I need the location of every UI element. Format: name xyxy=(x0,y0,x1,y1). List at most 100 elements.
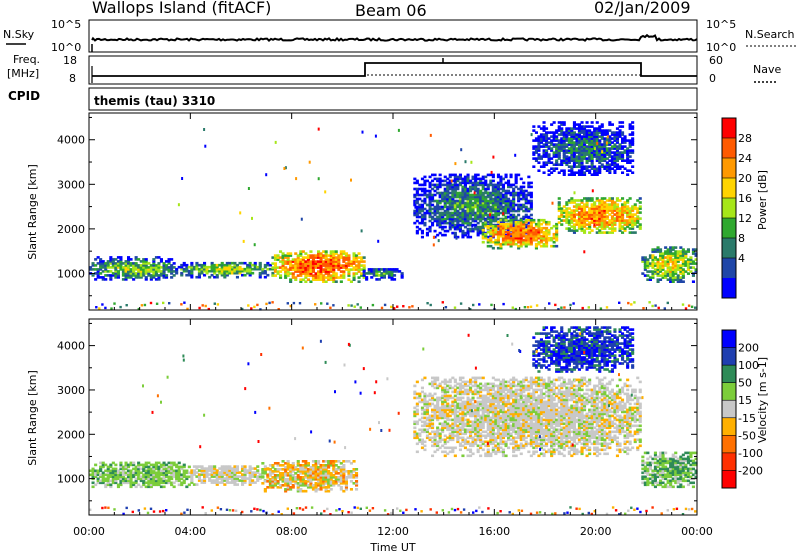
data-cell xyxy=(560,129,564,132)
data-cell xyxy=(456,187,460,191)
data-cell xyxy=(433,406,437,410)
data-cell xyxy=(614,509,618,512)
data-cell xyxy=(545,240,549,244)
data-cell xyxy=(570,143,574,146)
data-cell xyxy=(306,470,310,473)
data-cell xyxy=(241,510,244,514)
data-cell xyxy=(139,485,143,489)
data-cell xyxy=(304,266,308,269)
data-cell xyxy=(350,178,352,182)
data-cell xyxy=(610,133,614,136)
data-cell xyxy=(190,471,194,474)
data-cell xyxy=(560,131,564,134)
data-cell xyxy=(593,213,597,216)
data-cell xyxy=(182,469,186,473)
data-cell xyxy=(223,483,227,486)
data-cell xyxy=(438,231,442,235)
data-cell xyxy=(593,155,597,158)
data-cell xyxy=(327,460,331,463)
data-cell xyxy=(613,137,617,140)
data-cell xyxy=(463,187,467,191)
data-cell xyxy=(162,270,166,273)
data-cell xyxy=(436,414,440,418)
data-cell xyxy=(436,444,440,448)
data-cell xyxy=(218,473,222,476)
data-cell xyxy=(127,272,131,275)
data-cell xyxy=(499,195,503,199)
nsky-label: N.Sky xyxy=(3,28,35,41)
data-cell xyxy=(94,469,98,473)
data-cell xyxy=(583,147,587,150)
data-cell xyxy=(517,207,521,211)
data-cell xyxy=(471,175,475,179)
data-cell xyxy=(238,261,242,265)
data-cell xyxy=(149,469,153,473)
data-cell xyxy=(509,199,513,203)
data-cell xyxy=(562,153,566,156)
data-cell xyxy=(453,225,457,229)
data-cell xyxy=(463,179,467,183)
data-cell xyxy=(433,189,437,193)
data-cell xyxy=(337,472,341,475)
data-cell xyxy=(590,165,594,168)
data-cell xyxy=(334,256,338,259)
data-cell xyxy=(284,166,287,170)
data-cell xyxy=(461,215,465,219)
data-cell xyxy=(289,482,293,485)
data-cell xyxy=(334,280,338,283)
data-cell xyxy=(565,217,569,220)
data-cell xyxy=(286,480,290,483)
data-cell xyxy=(228,469,232,472)
data-cell xyxy=(623,219,627,222)
data-cell xyxy=(626,221,630,224)
data-cell xyxy=(291,260,295,263)
data-cell xyxy=(603,143,607,146)
data-cell xyxy=(458,191,462,195)
data-cell xyxy=(593,209,597,212)
data-cell xyxy=(580,129,584,132)
data-cell xyxy=(352,260,356,263)
data-cell xyxy=(595,199,599,202)
data-cell xyxy=(157,477,161,481)
data-cell xyxy=(332,482,336,485)
data-cell xyxy=(241,261,245,265)
data-cell xyxy=(322,464,326,467)
data-cell xyxy=(610,159,614,162)
data-cell xyxy=(311,468,315,471)
data-cell xyxy=(101,264,105,267)
data-cell xyxy=(324,468,328,471)
data-cell xyxy=(504,191,508,195)
data-cell xyxy=(456,185,460,189)
data-cell xyxy=(461,179,465,183)
data-cell xyxy=(109,260,113,263)
data-cell xyxy=(353,305,356,308)
data-cell xyxy=(570,141,574,144)
data-cell xyxy=(577,123,581,126)
data-cell xyxy=(466,215,470,219)
data-cell xyxy=(669,280,673,283)
data-cell xyxy=(167,477,171,481)
data-cell xyxy=(319,266,323,269)
data-cell xyxy=(618,219,622,222)
data-cell xyxy=(89,473,93,477)
data-cell xyxy=(116,483,120,487)
data-cell xyxy=(615,217,619,220)
data-cell xyxy=(329,256,333,259)
data-cell xyxy=(598,213,602,216)
data-cell xyxy=(134,477,138,481)
data-cell xyxy=(289,474,293,477)
data-cell xyxy=(539,141,543,144)
data-cell xyxy=(210,265,214,269)
data-cell xyxy=(486,238,490,242)
data-cell xyxy=(218,267,222,271)
data-cell xyxy=(265,302,268,306)
data-cell xyxy=(228,261,232,265)
data-cell xyxy=(137,473,141,477)
data-cell xyxy=(329,276,333,279)
data-cell xyxy=(621,227,625,230)
data-cell xyxy=(580,147,584,150)
data-cell xyxy=(147,477,151,481)
data-cell xyxy=(676,280,680,283)
data-cell xyxy=(577,157,581,160)
data-cell xyxy=(144,272,148,275)
